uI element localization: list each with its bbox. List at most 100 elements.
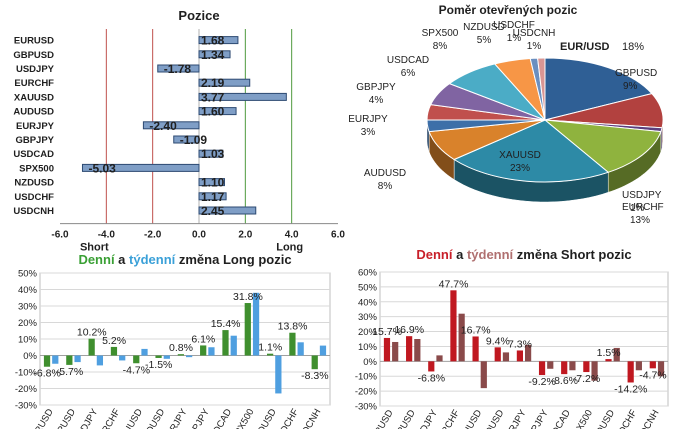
pie-slice-percent: 6% (401, 68, 416, 79)
x-tick-label: -4.0 (98, 230, 116, 241)
category-label: EURJPY (500, 407, 529, 429)
data-label: -4.7% (639, 369, 666, 381)
pie-slice (537, 57, 546, 121)
pie-slice (543, 119, 662, 173)
pie-slice-label: XAUUSD (499, 150, 541, 161)
bar (74, 355, 81, 363)
data-label: 6.1% (191, 333, 215, 345)
data-label: 1.1% (258, 342, 282, 354)
bar (155, 355, 162, 358)
bar (52, 355, 59, 364)
category-label: USDJPY (72, 406, 101, 429)
category-label: XAUUSD (455, 408, 484, 429)
data-label: 47.7% (439, 278, 469, 290)
pie-slice-percent: 8% (433, 41, 448, 52)
category-label: USDCHF (610, 408, 639, 429)
title-part: týdenní (129, 252, 176, 267)
bar (244, 303, 251, 356)
bar (198, 206, 257, 215)
bar (458, 313, 465, 362)
value-label: 1.10 (201, 176, 225, 190)
pie-slice-percent: 1% (630, 203, 645, 214)
pie-slice (544, 57, 653, 121)
value-label: 2.19 (201, 76, 225, 90)
data-label: 7.3% (508, 338, 532, 350)
bar (173, 135, 200, 144)
pie-slice-label: GBPJPY (356, 82, 396, 93)
category-label: XAUUSD (14, 92, 54, 103)
value-label: -1.09 (180, 133, 208, 147)
pie-slice-label: EURCHF (622, 202, 664, 213)
value-label: -5.03 (88, 161, 116, 175)
y-tick-label: 30% (358, 312, 378, 323)
pie-slice-label: GBPUSD (615, 68, 657, 79)
category-label: USDCNH (294, 407, 324, 429)
category-label: USDJPY (412, 407, 441, 429)
pie-slice-label: USDCAD (387, 55, 429, 66)
data-label: -5.7% (56, 366, 83, 378)
bar (157, 64, 200, 73)
bar (289, 332, 296, 356)
pie-slice-percent: 3% (361, 127, 376, 138)
pie-slice-percent: 23% (510, 163, 530, 174)
category-label: USDJPY (16, 64, 55, 75)
y-tick-label: 0% (363, 357, 377, 368)
y-tick-label: 10% (358, 342, 378, 353)
x-tick-label: 0.0 (192, 230, 206, 241)
bar (516, 350, 523, 362)
bar (569, 361, 576, 371)
data-label: 31.8% (233, 291, 263, 303)
bar (561, 361, 568, 375)
bar (428, 361, 435, 372)
pie-slice-label: USDJPY (622, 190, 662, 201)
bar (43, 355, 51, 367)
bar (208, 347, 215, 356)
bar (436, 355, 443, 362)
pie-slice-percent: 9% (623, 81, 638, 92)
bar (472, 336, 479, 362)
data-label: -6.8% (33, 368, 60, 380)
open-positions-pie-chart: Poměr otevřených pozic EUR/USD 18% GBPUSD 9%… (348, 3, 663, 226)
bar (583, 361, 590, 373)
bar (177, 354, 184, 356)
bar (635, 361, 642, 371)
short-label: Short (80, 242, 109, 254)
title-part: Denní (78, 252, 115, 267)
pie-slice-percent: 8% (378, 181, 393, 192)
positions-chart: Pozice -6.0 -4.0 -2.0 0.0 2.0 4.0 6.0 Short Long E… (13, 8, 345, 254)
category-label: NZDUSD (14, 178, 54, 189)
category-label: NZDUSD (588, 408, 617, 429)
bar (198, 149, 224, 158)
pie-slice-label: USDCHF (493, 20, 535, 31)
bar (627, 361, 634, 383)
bar (186, 355, 193, 358)
pie-slice-percent: 4% (369, 95, 384, 106)
category-label: USDCNH (13, 206, 54, 217)
bar (198, 92, 287, 101)
bar (591, 361, 598, 381)
value-label: 2.45 (201, 204, 225, 218)
x-tick-label: 6.0 (331, 230, 345, 241)
title-part: a (115, 252, 129, 267)
positions-title: Pozice (178, 8, 219, 23)
y-tick-label: 40% (18, 285, 38, 296)
category-label: GBPJPY (184, 406, 213, 429)
y-tick-label: 20% (18, 318, 38, 329)
data-label: 15.7% (372, 326, 402, 338)
bar (605, 359, 612, 362)
bar (200, 345, 207, 356)
y-tick-label: 10% (18, 335, 38, 346)
category-label: EURCHF (433, 408, 462, 429)
value-label: 1.34 (201, 48, 225, 62)
title-part: změna Short pozic (513, 247, 631, 262)
bar (383, 337, 391, 362)
category-label: AUDUSD (138, 407, 168, 429)
category-label: EURCHF (14, 78, 54, 89)
pie-slice (453, 119, 610, 183)
pie-slice-label: EUR/USD (560, 41, 610, 53)
bar (252, 292, 260, 356)
plot-area (379, 271, 669, 407)
value-label: -1.78 (164, 62, 192, 76)
bar (142, 121, 200, 130)
short-change-chart: Denní a týdenní změna Short pozic -30% -20… (355, 247, 669, 429)
